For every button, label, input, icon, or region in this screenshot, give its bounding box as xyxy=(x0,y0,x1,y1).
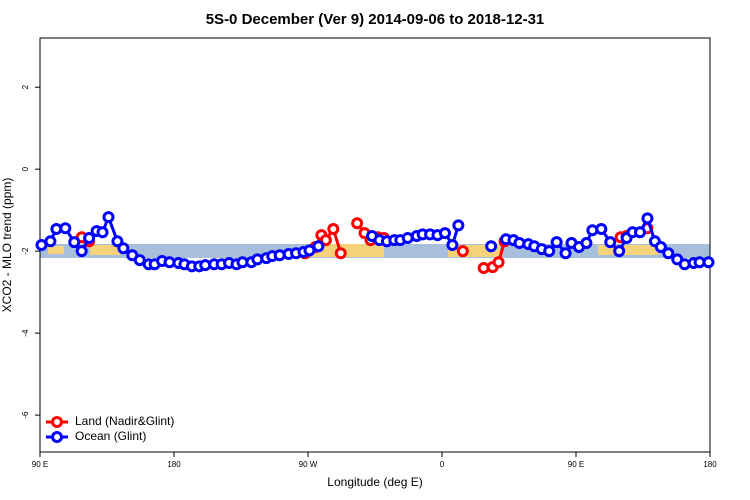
point xyxy=(641,212,654,225)
y-tick-label: 2 xyxy=(21,84,30,89)
point xyxy=(96,226,109,239)
point xyxy=(319,234,332,247)
point xyxy=(559,247,572,260)
point xyxy=(595,223,608,236)
point xyxy=(456,245,469,258)
legend-label: Land (Nadir&Glint) xyxy=(75,414,174,428)
land-patch xyxy=(90,245,120,255)
point xyxy=(312,240,325,253)
land-patch xyxy=(48,246,64,254)
point xyxy=(133,254,146,267)
y-tick-label: -6 xyxy=(21,411,30,419)
point xyxy=(351,217,364,230)
series xyxy=(35,211,715,273)
legend-label: Ocean (Glint) xyxy=(75,429,146,443)
y-tick-label: -2 xyxy=(21,247,30,255)
chart-title: 5S-0 December (Ver 9) 2014-09-06 to 2018… xyxy=(206,11,545,28)
point xyxy=(452,219,465,232)
point xyxy=(702,256,715,269)
legend-marker xyxy=(51,416,63,428)
point xyxy=(550,236,563,249)
x-tick-label: 180 xyxy=(703,460,717,469)
point xyxy=(485,240,498,253)
x-tick-label: 90 W xyxy=(299,460,318,469)
x-axis-label: Longitude (deg E) xyxy=(327,475,422,489)
point xyxy=(492,256,505,269)
point xyxy=(102,211,115,224)
point xyxy=(634,226,647,239)
point xyxy=(654,241,667,254)
x-tick-label: 0 xyxy=(440,460,445,469)
x-tick-label: 180 xyxy=(167,460,181,469)
point xyxy=(438,227,451,240)
land-patch xyxy=(312,244,384,257)
point xyxy=(580,236,593,249)
y-tick-label: 0 xyxy=(21,166,30,171)
point xyxy=(44,235,57,248)
land-patch xyxy=(598,245,658,255)
y-axis-label: XCO2 - MLO trend (ppm) xyxy=(0,178,14,313)
point xyxy=(543,245,556,258)
legend-marker xyxy=(51,431,63,443)
point xyxy=(334,247,347,260)
point xyxy=(117,242,130,255)
point xyxy=(327,223,340,236)
point xyxy=(613,245,626,258)
y-tick-label: -4 xyxy=(21,329,30,337)
point xyxy=(83,232,96,245)
x-tick-label: 90 E xyxy=(568,460,584,469)
point xyxy=(303,244,316,257)
point xyxy=(446,239,459,251)
point xyxy=(75,245,88,258)
point xyxy=(68,236,81,249)
x-tick-label: 90 E xyxy=(32,460,48,469)
point xyxy=(662,247,675,260)
point xyxy=(59,222,72,235)
point xyxy=(604,236,617,249)
